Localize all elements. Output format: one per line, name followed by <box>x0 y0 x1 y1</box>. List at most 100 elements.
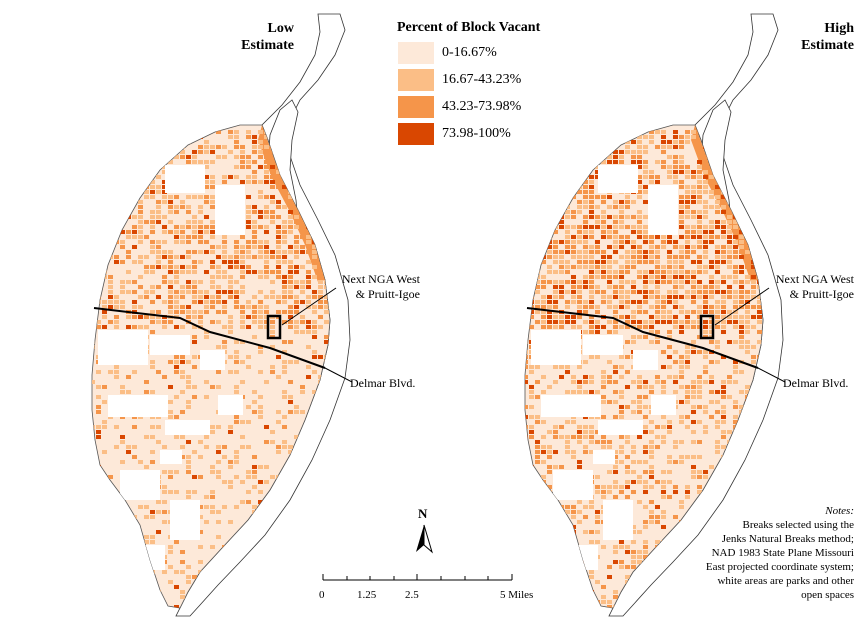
census-block <box>216 265 221 269</box>
census-block <box>715 400 720 404</box>
census-block <box>757 340 762 344</box>
census-block <box>709 400 714 404</box>
census-block <box>637 275 642 279</box>
census-block <box>595 175 600 179</box>
census-block <box>673 180 678 184</box>
census-block <box>739 265 744 269</box>
census-block <box>96 300 101 304</box>
census-block <box>162 185 167 189</box>
census-block <box>757 150 762 154</box>
census-block <box>565 270 570 274</box>
census-block <box>613 485 618 489</box>
census-block <box>264 205 269 209</box>
census-block <box>715 280 720 284</box>
census-block <box>174 605 179 608</box>
census-block <box>583 275 588 279</box>
census-block <box>240 420 245 424</box>
census-block <box>156 295 161 299</box>
census-block <box>282 185 287 189</box>
census-block <box>547 385 552 389</box>
parks-left <box>98 165 245 570</box>
census-block <box>216 535 221 539</box>
census-block <box>300 250 305 254</box>
census-block <box>240 380 245 384</box>
census-block <box>595 605 600 608</box>
census-block <box>126 230 131 234</box>
census-block <box>607 225 612 229</box>
census-block <box>703 270 708 274</box>
census-block <box>745 325 750 329</box>
census-block <box>168 220 173 224</box>
census-block <box>120 240 125 244</box>
census-block <box>619 135 624 139</box>
census-block <box>294 145 299 149</box>
census-block <box>547 320 552 324</box>
census-block <box>525 295 528 299</box>
census-block <box>186 160 191 164</box>
census-block <box>252 210 257 214</box>
census-block <box>727 150 732 154</box>
census-block <box>132 570 137 574</box>
census-block <box>583 260 588 264</box>
census-block <box>751 285 756 289</box>
census-block <box>541 285 546 289</box>
census-block <box>156 215 161 219</box>
census-block <box>727 245 732 249</box>
census-block <box>198 440 203 444</box>
census-block <box>679 250 684 254</box>
census-block <box>577 390 582 394</box>
census-block <box>685 215 690 219</box>
census-block <box>258 210 263 214</box>
census-block <box>312 295 317 299</box>
census-block <box>258 255 263 259</box>
census-block <box>679 235 684 239</box>
census-block <box>733 295 738 299</box>
census-block <box>757 440 762 444</box>
census-block <box>529 510 534 514</box>
census-block <box>92 590 95 594</box>
census-block <box>216 370 221 374</box>
census-block <box>306 285 311 289</box>
census-block <box>318 180 323 184</box>
census-block <box>168 250 173 254</box>
census-block <box>120 390 125 394</box>
census-block <box>288 510 293 514</box>
census-block <box>252 160 257 164</box>
census-block <box>649 180 654 184</box>
census-block <box>547 245 552 249</box>
census-block <box>210 200 215 204</box>
census-block <box>535 280 540 284</box>
census-block <box>595 285 600 289</box>
census-block <box>525 315 528 319</box>
scale-tick-1: 1.25 <box>357 589 377 601</box>
census-block <box>174 290 179 294</box>
census-block <box>595 320 600 324</box>
census-block <box>721 245 726 249</box>
census-block <box>643 450 648 454</box>
census-block <box>565 525 570 529</box>
census-block <box>751 140 756 144</box>
census-block <box>685 425 690 429</box>
census-block <box>114 300 119 304</box>
census-block <box>168 200 173 204</box>
census-block <box>216 450 221 454</box>
census-block <box>150 240 155 244</box>
census-block <box>655 130 660 134</box>
census-block <box>703 300 708 304</box>
census-block <box>577 590 582 594</box>
census-block <box>102 275 107 279</box>
census-block <box>258 150 263 154</box>
census-block <box>703 285 708 289</box>
census-block <box>763 130 768 134</box>
census-block <box>258 155 263 159</box>
census-block <box>697 150 702 154</box>
census-block <box>222 245 227 249</box>
nga-label-left: Next NGA West & Pruitt-Igoe <box>328 272 420 302</box>
census-block <box>583 330 588 334</box>
census-block <box>252 560 257 564</box>
census-block <box>529 265 534 269</box>
census-block <box>709 195 714 199</box>
census-block <box>312 320 317 324</box>
census-block <box>108 555 113 559</box>
census-block <box>96 605 101 608</box>
